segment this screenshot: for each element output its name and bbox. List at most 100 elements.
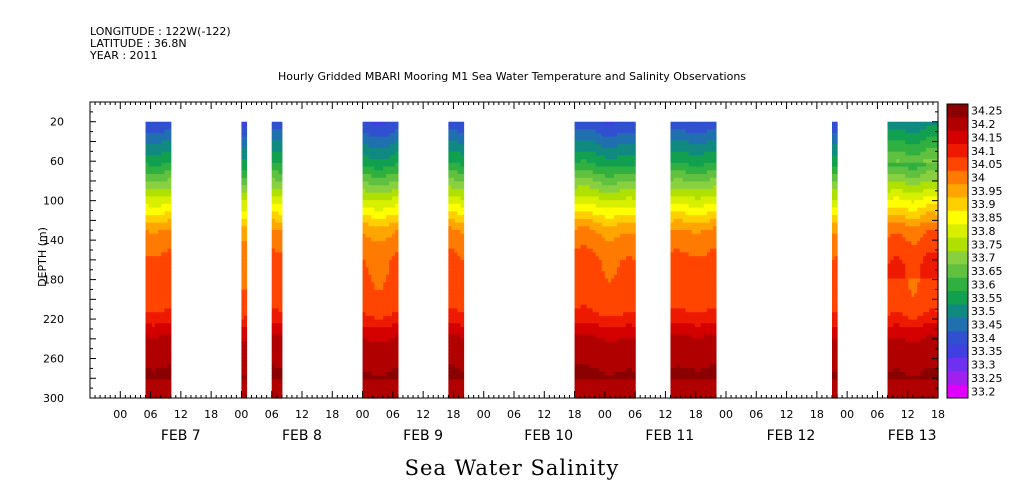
plot-area	[89, 101, 939, 399]
colorbar-swatch	[947, 251, 968, 265]
colorbar-swatch	[947, 117, 968, 132]
x-hour-label: 12	[780, 408, 794, 421]
y-tick-label: 20	[50, 116, 64, 129]
colorbar-label: 33.8	[971, 225, 996, 238]
x-axis: 00 06 12 18 00 06 12 18 00 06 12 18 00 06 12 18 00 06 12 18…	[89, 102, 945, 444]
x-hour-label: 06	[870, 408, 884, 421]
colorbar-label: 33.85	[971, 212, 1003, 225]
x-hour-label: 06	[265, 408, 279, 421]
x-hour-label: 06	[628, 408, 642, 421]
data-segment-1	[241, 121, 248, 399]
data-segment-8	[887, 121, 939, 399]
x-axis-title: Sea Water Salinity	[405, 456, 620, 480]
colorbar-swatch	[947, 344, 968, 359]
x-hour-label: 12	[901, 408, 915, 421]
colorbar-label: 33.55	[971, 292, 1003, 305]
x-hour-label: 18	[568, 408, 582, 421]
colorbar-swatch	[947, 130, 968, 145]
data-segment-7	[832, 121, 838, 399]
x-hour-label: 12	[537, 408, 551, 421]
x-day-label: FEB 7	[161, 428, 201, 444]
y-axis: 20 60 100 140 180 220 260 300	[43, 111, 938, 405]
colorbar-label: 33.6	[971, 278, 996, 291]
data-segment-3	[362, 121, 399, 399]
colorbar-label: 33.45	[971, 319, 1003, 332]
x-hour-label: 18	[810, 408, 824, 421]
y-tick-label: 60	[50, 155, 64, 168]
x-hour-label: 18	[325, 408, 339, 421]
colorbar-swatch	[947, 157, 968, 172]
colorbar-swatch	[947, 317, 968, 332]
x-day-label: FEB 8	[282, 428, 322, 444]
y-tick-label: 260	[43, 353, 64, 366]
x-hour-label: 18	[931, 408, 945, 421]
x-day-label: FEB 13	[888, 428, 937, 444]
x-day-label: FEB 10	[524, 428, 573, 444]
x-hour-label: 18	[446, 408, 460, 421]
data-segment-0	[145, 121, 172, 399]
latitude-label: LATITUDE : 36.8N	[90, 37, 187, 50]
colorbar-label: 34.2	[971, 118, 996, 131]
colorbar-label: 34.1	[971, 145, 996, 158]
x-hour-label: 06	[507, 408, 521, 421]
x-hour-label: 00	[598, 408, 612, 421]
colorbar-label: 33.9	[971, 198, 996, 211]
colorbar-swatch	[947, 264, 968, 279]
chart-title: Hourly Gridded MBARI Mooring M1 Sea Wate…	[278, 70, 746, 83]
colorbar-swatch	[947, 224, 968, 239]
colorbar-label: 33.4	[971, 332, 996, 345]
colorbar-label: 34.05	[971, 158, 1003, 171]
colorbar-swatch	[947, 384, 968, 399]
colorbar-swatch	[947, 184, 968, 199]
colorbar-swatch	[947, 197, 968, 212]
x-hour-label: 00	[113, 408, 127, 421]
x-hour-label: 12	[174, 408, 188, 421]
colorbar-label: 33.25	[971, 372, 1003, 385]
colorbar-label: 34.15	[971, 131, 1003, 144]
x-hour-label: 12	[416, 408, 430, 421]
colorbar-label: 33.3	[971, 359, 996, 372]
colorbar-swatch	[947, 357, 968, 372]
x-hour-label: 00	[234, 408, 248, 421]
x-hour-label: 06	[144, 408, 158, 421]
plot-frame	[89, 101, 939, 399]
x-hour-label: 12	[295, 408, 309, 421]
longitude-label: LONGITUDE : 122W(-122)	[90, 25, 231, 38]
colorbar-swatch	[947, 104, 968, 118]
x-hour-label: 18	[204, 408, 218, 421]
colorbar-label: 33.35	[971, 345, 1003, 358]
colorbar-swatch	[947, 170, 968, 185]
colorbar-swatch	[947, 144, 968, 158]
colorbar-swatch	[947, 331, 968, 346]
colorbar-label: 34.25	[971, 105, 1003, 118]
colorbar-label: 33.7	[971, 252, 996, 265]
x-day-label: FEB 12	[767, 428, 816, 444]
colorbar-label: 33.2	[971, 385, 996, 398]
colorbar-label: 33.95	[971, 185, 1003, 198]
x-hour-label: 00	[719, 408, 733, 421]
x-day-label: FEB 9	[403, 428, 443, 444]
colorbar-swatch	[947, 371, 968, 386]
x-hour-label: 00	[356, 408, 370, 421]
colorbar-label: 33.5	[971, 305, 996, 318]
colorbar-swatch	[947, 210, 968, 225]
y-tick-label: 180	[43, 274, 64, 287]
x-day-label: FEB 11	[645, 428, 694, 444]
y-tick-label: 140	[43, 234, 64, 247]
y-tick-label: 100	[43, 195, 64, 208]
y-tick-label: 220	[43, 313, 64, 326]
colorbar-label: 34	[971, 172, 985, 185]
x-hour-label: 00	[477, 408, 491, 421]
y-tick-label: 300	[43, 392, 64, 405]
x-hour-label: 12	[658, 408, 672, 421]
data-segment-2	[271, 121, 283, 399]
colorbar-legend: 34.2534.234.1534.134.053433.9533.933.853…	[946, 103, 1003, 399]
x-hour-label: 00	[840, 408, 854, 421]
y-axis-label: DEPTH (m)	[36, 227, 49, 287]
year-label: YEAR : 2011	[89, 49, 158, 62]
data-segment-4	[448, 121, 465, 399]
colorbar-swatch	[947, 304, 968, 319]
data-segment-5	[574, 121, 636, 399]
x-hour-label: 18	[689, 408, 703, 421]
